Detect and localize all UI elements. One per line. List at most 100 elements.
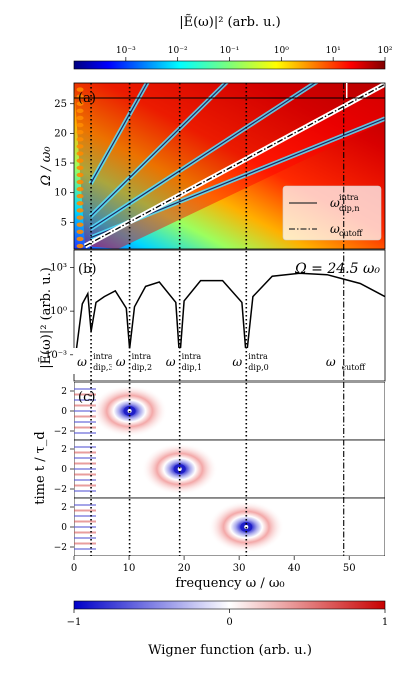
dip-annotation: ω intra dip,1: [161, 348, 202, 374]
legend-box: [282, 185, 382, 241]
wigner-fringe: [74, 432, 96, 434]
legend-cutoff-sub: cutoff: [339, 229, 364, 238]
dip-annotation-symbol: ω: [326, 355, 336, 369]
heatmap-speckle: [76, 208, 84, 213]
top-colorbar-tick-label: 10⁰: [274, 46, 289, 56]
panel-a-yticks: 5 10 15 20 25: [54, 99, 74, 228]
panel-c: (c) 2 0 −2 2 0 −2 2 0 −2 time t / τ_d: [33, 382, 385, 556]
heatmap-speckle: [76, 215, 84, 220]
bottom-colorbar-tick-label: 0: [226, 617, 232, 628]
panel-b: (b) Ω = 24.5 ω₀ 10⁻³ 10⁰ 10³ |Ẽ(ω)|² (arb.…: [38, 249, 386, 382]
wigner-fringe: [74, 404, 96, 407]
wigner-fringe: [74, 462, 96, 465]
cutoff-line: [83, 83, 385, 249]
dip-annotation-sup: intra: [93, 352, 113, 361]
wigner-fringe: [74, 515, 96, 517]
panel-b-ylabel: |Ẽ(ω)|² (arb. u.): [38, 267, 54, 369]
legend-intra-sub: dip,n: [339, 204, 360, 213]
wigner-fringe: [74, 426, 96, 429]
x-axis-label: frequency ω / ω₀: [175, 576, 284, 591]
heatmap-speckle: [76, 108, 84, 114]
dip-annotation-sup: intra: [248, 352, 268, 361]
bottom-colorbar-gradient: [73, 600, 386, 610]
heatmap-speckle: [76, 194, 84, 199]
wigner-blob-center: [177, 467, 182, 471]
panel-c-ytick-label: 0: [61, 465, 67, 475]
heatmap-speckle: [76, 137, 84, 142]
wigner-fringe: [74, 490, 96, 492]
legend-intra-symbol: ω: [330, 196, 340, 210]
top-colorbar-tick-label: 10⁻³: [116, 46, 136, 56]
legend-intra-sup: intra: [339, 193, 359, 202]
wigner-fringe: [74, 504, 96, 506]
wigner-fringe: [74, 468, 96, 470]
panel-a: (a) 5 10 15 20 25 Ω / ω₀ ω intra dip,n ω cut…: [39, 82, 386, 250]
panel-a-ytick-label: 25: [54, 99, 67, 110]
wigner-fringe: [74, 542, 96, 545]
bottom-colorbar-ticks: −1 0 1: [67, 609, 388, 628]
top-colorbar-tick-label: 10⁻²: [168, 46, 188, 56]
wigner-fringe: [74, 509, 96, 512]
dip-annotation-bg: [321, 348, 358, 374]
wigner-row: [74, 439, 385, 499]
wigner-fringe: [74, 479, 96, 481]
panel-c-ytick-label: 0: [61, 407, 67, 417]
panel-a-ytick-label: 20: [54, 128, 67, 139]
panel-a-ytick-label: 15: [54, 158, 67, 169]
wigner-fringe: [74, 457, 96, 459]
legend-cutoff-symbol: ω: [330, 222, 340, 236]
bottom-colorbar-tick-label: −1: [67, 617, 82, 628]
wigner-fringe: [74, 421, 96, 423]
panel-b-ytick-label: 10⁻³: [45, 350, 67, 361]
dip-annotation-symbol: ω: [116, 355, 126, 369]
heatmap-speckle: [76, 186, 84, 192]
wigner-row: [74, 497, 385, 556]
wigner-rows: [74, 382, 385, 556]
wigner-fringe: [74, 537, 96, 539]
omega-value-label: Ω = 24.5 ω₀: [294, 261, 380, 277]
heatmap-speckle: [76, 122, 84, 128]
wigner-fringe: [74, 388, 96, 390]
heatmap-speckle: [76, 101, 84, 106]
top-colorbar-ticks: 10⁻³ 10⁻² 10⁻¹ 10⁰ 10¹ 10²: [116, 46, 393, 61]
heatmap-speckle: [76, 144, 84, 149]
wigner-fringe: [74, 446, 96, 448]
x-axis-tick-label: 0: [71, 563, 77, 574]
spectrum-line: [74, 272, 385, 360]
panel-a-ytick-label: 10: [54, 188, 67, 199]
panel-a-ytick-label: 5: [61, 217, 67, 228]
panel-c-ytick-label: 0: [61, 523, 67, 533]
wigner-fringe: [74, 393, 96, 396]
intra-dip-line: [90, 83, 227, 217]
panel-c-ytick-label: 2: [61, 445, 67, 455]
cutoff-dashdot: [84, 83, 385, 247]
panel-c-ylabel: time t / τ_d: [33, 431, 48, 504]
wigner-fringe: [74, 520, 96, 523]
heatmap-speckle: [76, 130, 84, 135]
top-colorbar-tick-label: 10⁻¹: [220, 46, 240, 56]
wigner-fringe: [74, 548, 96, 550]
heatmap-speckle: [76, 243, 84, 249]
wigner-fringe: [74, 531, 96, 534]
dip-annotation-symbol: ω: [77, 355, 87, 369]
heatmap-speckle: [76, 236, 84, 242]
top-colorbar-gradient: [73, 60, 386, 70]
frequency-markers: [90, 83, 348, 556]
heatmap-speckle: [76, 222, 84, 227]
wigner-row-frame: [74, 439, 385, 499]
dip-annotation-symbol: ω: [232, 355, 242, 369]
bottom-colorbar-label: Wigner function (arb. u.): [148, 643, 312, 658]
wigner-fringe: [74, 473, 96, 476]
panel-c-tag: (c): [78, 390, 95, 405]
dip-annotation-sub: dip,3: [93, 363, 113, 372]
heatmap-speckle: [76, 179, 84, 185]
heatmap-speckle: [76, 229, 84, 235]
x-axis-tick-label: 30: [233, 563, 246, 574]
heatmap-speckle: [76, 151, 84, 156]
intra-dip-line: [89, 83, 148, 185]
panel-c-ytick-label: −2: [54, 485, 67, 495]
wigner-fringe: [74, 415, 96, 418]
panel-a-ylabel: Ω / ω₀: [39, 146, 54, 187]
